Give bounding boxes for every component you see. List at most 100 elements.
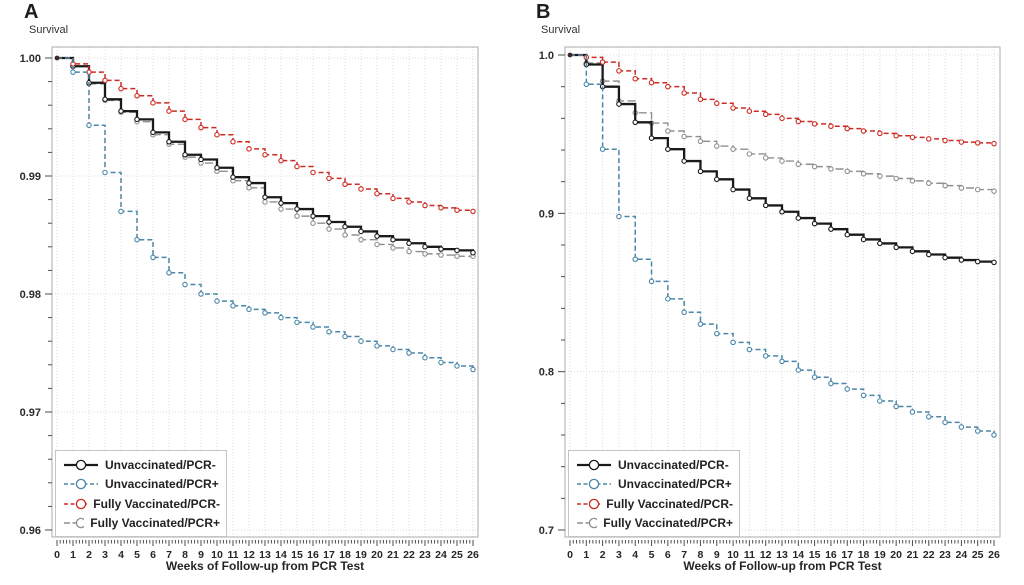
- svg-text:0.7: 0.7: [539, 525, 554, 537]
- panel-a-y-axis-title: Survival: [29, 24, 69, 36]
- svg-text:22: 22: [403, 549, 415, 561]
- plot-frame: [51, 46, 479, 538]
- legend-item: Unvaccinated/PCR-: [576, 456, 733, 474]
- origin-point: [567, 52, 573, 58]
- origin-point: [54, 55, 60, 61]
- legend-line-symbol: [577, 498, 601, 509]
- svg-text:0.8: 0.8: [539, 367, 554, 379]
- panel-a-legend: Unvaccinated/PCR- Unvaccinated/PCR+ Fully …: [55, 450, 227, 537]
- panel-a-title: A: [24, 1, 39, 23]
- svg-text:1.00: 1.00: [20, 53, 41, 65]
- svg-text:4: 4: [118, 549, 124, 561]
- series-fully-vaccinated-pcr-: [570, 54, 997, 147]
- series-unvaccinated-pcr-: [57, 56, 476, 256]
- svg-text:0.98: 0.98: [20, 289, 41, 301]
- svg-text:13: 13: [259, 549, 271, 561]
- svg-text:13: 13: [776, 549, 788, 561]
- svg-text:19: 19: [355, 549, 367, 561]
- svg-text:3: 3: [616, 549, 622, 561]
- legend-line-symbol: [64, 517, 85, 529]
- svg-text:5: 5: [649, 549, 655, 561]
- panel-b-x-axis-title: Weeks of Follow-up from PCR Test: [683, 559, 882, 573]
- svg-text:11: 11: [227, 549, 238, 561]
- svg-text:3: 3: [102, 549, 108, 561]
- svg-text:9: 9: [714, 549, 720, 561]
- legend-label: Unvaccinated/PCR+: [618, 477, 732, 492]
- series-unvaccinated-pcr-: [57, 57, 476, 373]
- panel-a-x-axis-title: Weeks of Follow-up from PCR Test: [165, 559, 365, 573]
- svg-text:0.96: 0.96: [20, 525, 41, 537]
- svg-text:0: 0: [54, 549, 60, 561]
- svg-text:9: 9: [198, 549, 204, 561]
- y-axis: 1.0 0.9 0.8 0.7: [539, 50, 565, 537]
- legend-line-symbol: [577, 459, 611, 471]
- legend-line-symbol: [64, 498, 88, 509]
- svg-text:0.9: 0.9: [539, 208, 554, 220]
- svg-text:18: 18: [339, 549, 351, 561]
- legend-line-symbol: [64, 479, 98, 490]
- series-unvaccinated-pcr-: [570, 53, 997, 266]
- svg-text:0.97: 0.97: [20, 407, 41, 419]
- panel-b-title: B: [536, 1, 551, 23]
- legend-item: Fully Vaccinated/PCR-: [576, 495, 733, 513]
- legend-label: Unvaccinated/PCR+: [105, 477, 219, 492]
- svg-text:6: 6: [665, 549, 671, 561]
- svg-text:1: 1: [583, 549, 589, 561]
- svg-text:4: 4: [632, 549, 638, 561]
- svg-text:16: 16: [307, 549, 319, 561]
- svg-text:6: 6: [150, 549, 156, 561]
- svg-text:26: 26: [467, 549, 479, 561]
- legend-item: Fully Vaccinated/PCR-: [63, 495, 220, 513]
- svg-text:21: 21: [387, 549, 399, 561]
- legend-line-symbol: [577, 479, 611, 490]
- svg-text:17: 17: [323, 549, 335, 561]
- svg-text:8: 8: [698, 549, 704, 561]
- legend-label: Fully Vaccinated/PCR-: [93, 496, 220, 511]
- svg-text:20: 20: [371, 549, 383, 561]
- legend-item: Fully Vaccinated/PCR+: [576, 514, 733, 532]
- svg-text:8: 8: [182, 549, 188, 561]
- legend-item: Unvaccinated/PCR+: [576, 475, 733, 493]
- svg-text:16: 16: [825, 549, 837, 561]
- svg-text:23: 23: [939, 549, 951, 561]
- svg-text:18: 18: [858, 549, 870, 561]
- svg-text:10: 10: [211, 549, 223, 561]
- svg-text:26: 26: [988, 549, 1000, 561]
- svg-text:14: 14: [275, 549, 287, 561]
- legend-label: Fully Vaccinated/PCR+: [603, 515, 733, 530]
- svg-text:20: 20: [890, 549, 902, 561]
- legend-item: Fully Vaccinated/PCR+: [63, 514, 220, 532]
- svg-text:2: 2: [600, 549, 606, 561]
- svg-text:5: 5: [134, 549, 140, 561]
- legend-label: Fully Vaccinated/PCR-: [606, 496, 733, 511]
- svg-text:12: 12: [760, 549, 772, 561]
- svg-text:22: 22: [923, 549, 935, 561]
- svg-text:1.0: 1.0: [539, 50, 554, 62]
- series-unvaccinated-pcr-: [570, 54, 997, 438]
- svg-text:1: 1: [70, 549, 76, 561]
- svg-text:11: 11: [744, 549, 755, 561]
- y-axis: 1.00 0.99 0.98 0.97 0.96: [20, 53, 52, 537]
- svg-text:23: 23: [419, 549, 431, 561]
- plot-frame: [564, 46, 1001, 538]
- legend-item: Unvaccinated/PCR+: [63, 475, 220, 493]
- svg-text:2: 2: [86, 549, 92, 561]
- x-axis: 0 1 2 3 4 5 6 7 8 9 10 11 12 13 14 15 16 17 18 19 20 21 22 23 24…: [54, 540, 479, 561]
- svg-text:7: 7: [681, 549, 687, 561]
- svg-text:7: 7: [166, 549, 172, 561]
- legend-label: Unvaccinated/PCR-: [105, 458, 216, 472]
- svg-text:24: 24: [956, 549, 968, 561]
- legend-label: Fully Vaccinated/PCR+: [90, 515, 220, 530]
- legend-line-symbol: [577, 517, 598, 529]
- svg-text:10: 10: [727, 549, 739, 561]
- panel-b-legend: Unvaccinated/PCR- Unvaccinated/PCR+ Fully …: [568, 450, 740, 537]
- svg-text:24: 24: [435, 549, 447, 561]
- svg-text:14: 14: [792, 549, 804, 561]
- panel-b-plot: 1.00.90.80.70 1 2 3 4 5 6 7 8 9 10 11 12 13 14 15 16 17 18…: [539, 46, 1001, 561]
- legend-item: Unvaccinated/PCR-: [63, 456, 220, 474]
- panel-b-y-axis-title: Survival: [541, 24, 581, 36]
- svg-text:15: 15: [291, 549, 303, 561]
- svg-text:15: 15: [809, 549, 821, 561]
- svg-text:0: 0: [567, 549, 573, 561]
- legend-label: Unvaccinated/PCR-: [618, 458, 729, 472]
